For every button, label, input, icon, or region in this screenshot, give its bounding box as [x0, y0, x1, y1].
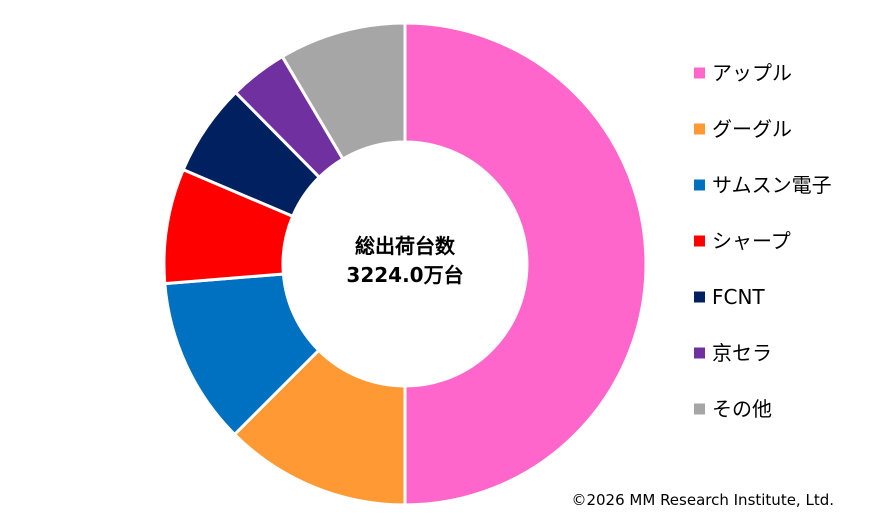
slice-0 — [403, 21, 648, 507]
slice-6 — [280, 21, 407, 161]
center-title: 総出荷台数 — [355, 234, 456, 258]
legend-item-3: シャープ — [694, 229, 791, 253]
legend-item-2: サムスン電子 — [694, 173, 832, 197]
legend-swatch — [694, 291, 705, 303]
legend-swatch — [694, 347, 705, 359]
legend-swatch — [694, 67, 705, 79]
legend-label: アップル — [712, 61, 792, 85]
legend-swatch — [694, 235, 705, 247]
slices — [162, 21, 648, 507]
legend-item-6: その他 — [694, 397, 772, 421]
legend-label: その他 — [712, 397, 772, 421]
legend-swatch — [694, 179, 705, 191]
legend-swatch — [694, 123, 705, 135]
legend-item-1: グーグル — [694, 117, 792, 141]
legend-label: シャープ — [712, 229, 791, 253]
center-value: 3224.0万台 — [346, 263, 463, 287]
legend-item-5: 京セラ — [694, 341, 772, 365]
legend-swatch — [694, 403, 705, 415]
legend-label: FCNT — [712, 285, 765, 309]
legend-label: 京セラ — [712, 341, 772, 365]
copyright: ©2026 MM Research Institute, Ltd. — [571, 491, 834, 509]
legend-label: サムスン電子 — [712, 173, 832, 197]
legend-item-0: アップル — [694, 61, 792, 85]
legend-item-4: FCNT — [694, 285, 765, 309]
legend-label: グーグル — [712, 117, 792, 141]
center-label: 総出荷台数 3224.0万台 — [346, 234, 463, 287]
